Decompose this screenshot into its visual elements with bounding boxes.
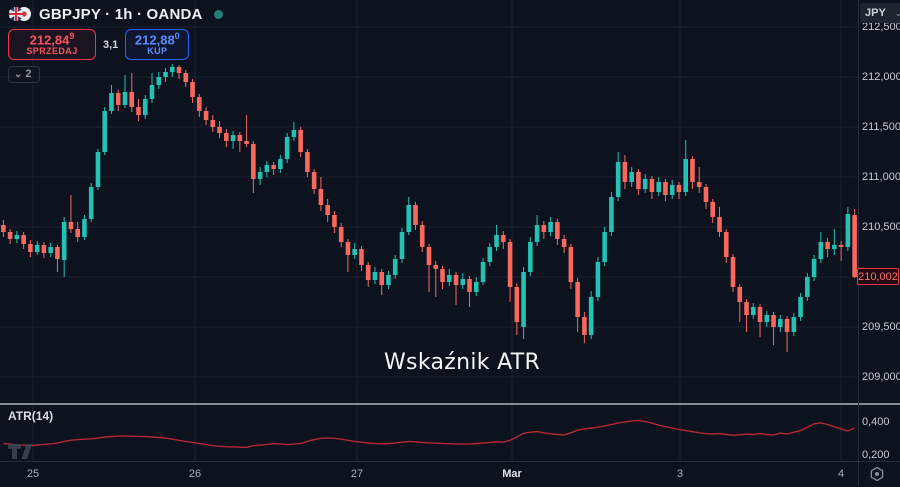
price-axis-divider (858, 0, 859, 486)
spread-value: 3,1 (103, 38, 119, 51)
sell-button[interactable]: 212,849 SPRZEDAJ (8, 29, 96, 60)
symbol-title[interactable]: GBPJPY · 1h · OANDA (39, 5, 203, 23)
price-tick-label: 212,000 (862, 71, 900, 83)
sell-price: 212,849 (29, 30, 75, 48)
chevron-down-icon: ⌄ (894, 7, 900, 18)
collapsed-indicators-chip[interactable]: ⌄ 2 (8, 66, 40, 83)
price-tick-label: 209,000 (862, 371, 900, 383)
time-tick-label: 27 (350, 468, 364, 480)
buy-button[interactable]: 212,880 KUP (125, 29, 190, 60)
price-tick-label: 212,500 (862, 21, 900, 33)
price-tick-label: 209,500 (862, 321, 900, 333)
price-tick-label: 211,000 (862, 171, 900, 183)
time-axis-divider (0, 461, 900, 462)
time-tick-label: 4 (837, 468, 845, 480)
time-tick-label: 26 (188, 468, 202, 480)
collapsed-indicators-count: 2 (25, 68, 32, 80)
currency-unit-button[interactable]: JPY ⌄ (860, 3, 900, 23)
tradingview-logo-icon (8, 444, 32, 466)
pane-resize-handle[interactable] (0, 403, 900, 405)
price-tick-label: 210,500 (862, 221, 900, 233)
time-tick-label: Mar (502, 468, 522, 480)
buy-price: 212,880 (134, 30, 180, 48)
settings-gear-icon[interactable] (869, 466, 885, 482)
price-tick-label: 211,500 (862, 121, 900, 133)
chevron-down-icon: ⌄ (14, 68, 23, 80)
price-axis[interactable]: JPY ⌄ 210,002 212,500 212,000 211,500 211,0… (857, 0, 900, 486)
time-tick-label: 25 (26, 468, 40, 480)
atr-indicator-label[interactable]: ATR(14) (8, 409, 54, 423)
currency-pair-flags-icon (8, 6, 32, 22)
time-axis[interactable]: 25 26 27 Mar 3 4 (0, 462, 858, 486)
atr-tick-label: 0,200 (862, 449, 890, 461)
chart-legend: GBPJPY · 1h · OANDA 212,849 SPRZEDAJ 3,1… (8, 4, 223, 83)
candlestick-chart[interactable] (0, 0, 858, 403)
atr-indicator-chart[interactable] (0, 405, 858, 461)
market-open-dot-icon[interactable] (213, 9, 223, 19)
article-overlay-title: Wskaźnik ATR (384, 350, 541, 375)
atr-tick-label: 0,400 (862, 416, 890, 428)
time-tick-label: 3 (676, 468, 684, 480)
last-price-badge: 210,002 (857, 268, 899, 285)
